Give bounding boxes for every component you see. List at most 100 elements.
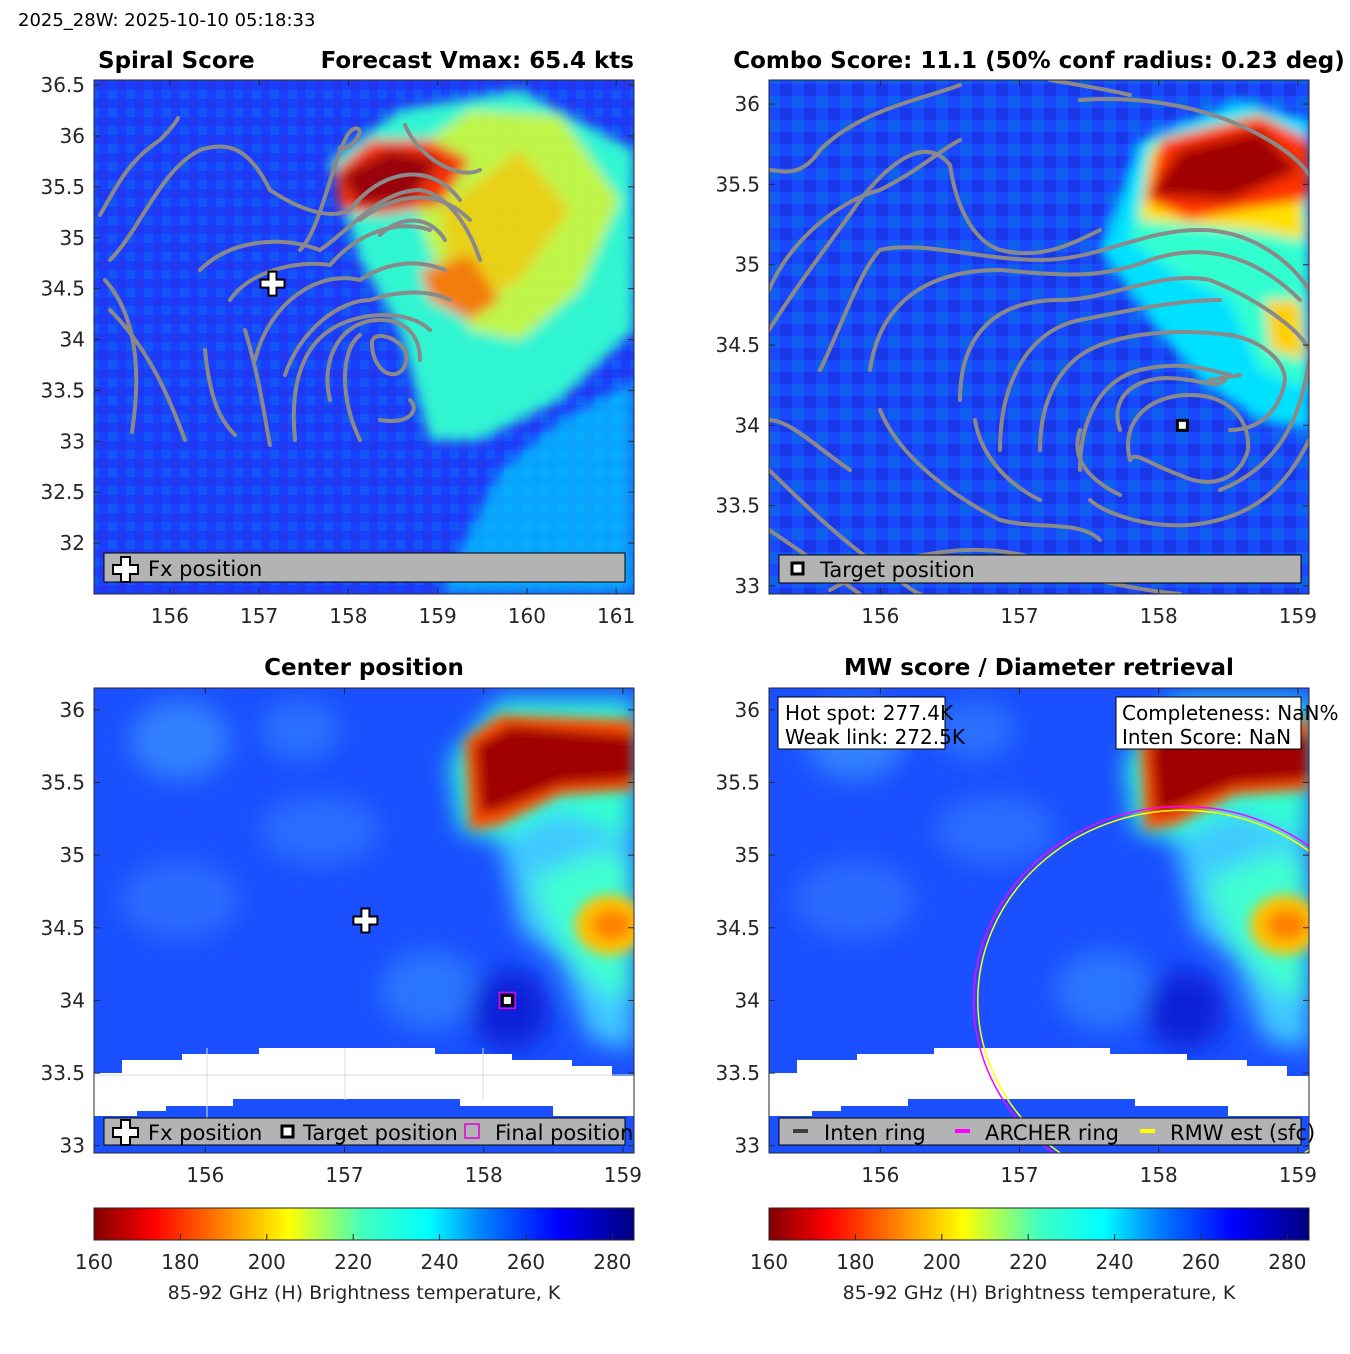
combo-contours — [769, 80, 1309, 594]
fx-position-marker — [259, 270, 286, 297]
target-position-marker — [500, 993, 514, 1007]
figure-timestamp: 2025_28W: 2025-10-10 05:18:33 — [18, 10, 315, 31]
mw-axes-box — [768, 687, 1310, 1154]
plus-icon — [112, 556, 139, 583]
spiral-heatmap — [94, 80, 634, 594]
y-tick-label: 36.5 — [40, 73, 85, 97]
colorbar-tick-label: 220 — [334, 1250, 372, 1274]
colorbar-tick-label: 280 — [593, 1250, 631, 1274]
y-tick-label: 35.5 — [715, 172, 760, 196]
y-tick-label: 32 — [60, 531, 85, 555]
inten-score-label: Inten Score: NaN — [1122, 725, 1291, 749]
y-tick-label: 36 — [60, 698, 85, 722]
plus-icon — [112, 1119, 139, 1146]
y-tick-label: 34 — [735, 988, 760, 1012]
colorbar-tick-label: 220 — [1009, 1250, 1047, 1274]
y-tick-label: 33.5 — [40, 378, 85, 402]
panel-mw-score: Hot spot: 277.4K Weak link: 272.5K Compl… — [768, 655, 1338, 1154]
x-tick-label: 157 — [1000, 1163, 1038, 1187]
colorbar-tick-label: 260 — [1182, 1250, 1220, 1274]
colorbar-tick-label: 180 — [836, 1250, 874, 1274]
y-tick-label: 35 — [60, 226, 85, 250]
colorbar-right-label: 85-92 GHz (H) Brightness temperature, K — [843, 1282, 1236, 1304]
square-icon — [280, 1124, 295, 1139]
y-tick-label: 35.5 — [40, 175, 85, 199]
y-tick-label: 33 — [735, 1134, 760, 1158]
open-square-icon — [464, 1123, 480, 1139]
square-icon — [790, 561, 805, 576]
spiral-axes-box — [93, 79, 635, 595]
weak-link-label: Weak link: 272.5K — [785, 725, 966, 749]
y-tick-label: 34.5 — [40, 916, 85, 940]
x-tick-label: 156 — [861, 1163, 899, 1187]
legend-archer-ring: ARCHER ring — [985, 1121, 1119, 1145]
archer-ring — [972, 805, 1309, 1153]
legend-rmw-est: RMW est (sfc) — [1170, 1121, 1315, 1145]
y-tick-label: 34.5 — [715, 333, 760, 357]
x-tick-label: 159 — [1279, 604, 1317, 628]
colorbar-tick-label: 240 — [421, 1250, 459, 1274]
colorbar-right: 160 180 200 220 240 260 280 85-92 GHz (H) Brig… — [750, 1207, 1310, 1304]
x-tick-label: 156 — [861, 604, 899, 628]
y-tick-label: 34 — [735, 413, 760, 437]
combo-legend: Target position — [778, 554, 1302, 584]
fx-position-marker — [352, 907, 379, 934]
mw-annotation-right: Completeness: NaN% Inten Score: NaN — [1115, 696, 1338, 750]
y-tick-label: 35 — [735, 843, 760, 867]
x-tick-label: 159 — [419, 604, 457, 628]
x-tick-label: 158 — [1140, 604, 1178, 628]
mw-annotation-left: Hot spot: 277.4K Weak link: 272.5K — [777, 696, 966, 750]
completeness-label: Completeness: NaN% — [1122, 701, 1338, 725]
x-tick-label: 158 — [1140, 1163, 1178, 1187]
y-tick-label: 33.5 — [40, 1061, 85, 1085]
y-tick-label: 36 — [60, 124, 85, 148]
x-tick-label: 159 — [604, 1163, 642, 1187]
y-tick-label: 35.5 — [715, 770, 760, 794]
panel-center-position: Fx position Target position Final positi… — [93, 655, 635, 1154]
x-tick-label: 160 — [508, 604, 546, 628]
combo-heatmap — [769, 80, 1309, 594]
y-tick-label: 33 — [60, 1134, 85, 1158]
spiral-title-right: Forecast Vmax: 65.4 kts — [321, 48, 634, 74]
spiral-title-left: Spiral Score — [98, 48, 255, 74]
spiral-contours — [98, 116, 482, 447]
center-legend: Fx position Target position Final positi… — [103, 1117, 633, 1146]
mw-legend: Inten ring ARCHER ring RMW est (sfc) — [778, 1117, 1315, 1146]
combo-title: Combo Score: 11.1 (50% conf radius: 0.23… — [733, 48, 1345, 74]
colorbar-tick-label: 200 — [248, 1250, 286, 1274]
y-tick-label: 33 — [735, 574, 760, 598]
combo-axes-box — [768, 79, 1310, 595]
final-position-marker — [498, 991, 517, 1010]
y-tick-label: 33 — [60, 429, 85, 453]
y-tick-label: 34.5 — [715, 916, 760, 940]
y-tick-label: 32.5 — [40, 480, 85, 504]
colorbar-tick-label: 160 — [750, 1250, 788, 1274]
x-tick-label: 158 — [329, 604, 367, 628]
rmw-est-ring — [977, 809, 1309, 1153]
x-tick-label: 156 — [151, 604, 189, 628]
y-tick-label: 36 — [735, 92, 760, 116]
y-tick-label: 33.5 — [715, 494, 760, 518]
spiral-legend: Fx position — [103, 552, 626, 583]
x-tick-label: 156 — [186, 1163, 224, 1187]
x-tick-label: 157 — [240, 604, 278, 628]
panel-spiral-score: Fx position Spiral Score Forecast Vmax: … — [93, 48, 635, 595]
colorbar-tick-label: 200 — [923, 1250, 961, 1274]
x-tick-label: 159 — [1279, 1163, 1317, 1187]
colorbar-tick-label: 240 — [1096, 1250, 1134, 1274]
colorbar-left: 160 180 200 220 240 260 280 85-92 GHz (H) Brig… — [75, 1207, 635, 1304]
target-position-marker — [1175, 418, 1189, 432]
colorbar-tick-label: 180 — [161, 1250, 199, 1274]
y-tick-label: 35 — [735, 253, 760, 277]
x-tick-label: 157 — [1000, 604, 1038, 628]
y-tick-label: 34.5 — [40, 277, 85, 301]
y-tick-label: 34 — [60, 988, 85, 1012]
legend-fx-position: Fx position — [148, 1121, 262, 1145]
colorbar-tick-label: 280 — [1268, 1250, 1306, 1274]
x-tick-label: 157 — [325, 1163, 363, 1187]
legend-target-position: Target position — [819, 558, 975, 582]
y-tick-label: 35 — [60, 843, 85, 867]
center-title: Center position — [264, 655, 464, 681]
colorbar-tick-label: 260 — [507, 1250, 545, 1274]
